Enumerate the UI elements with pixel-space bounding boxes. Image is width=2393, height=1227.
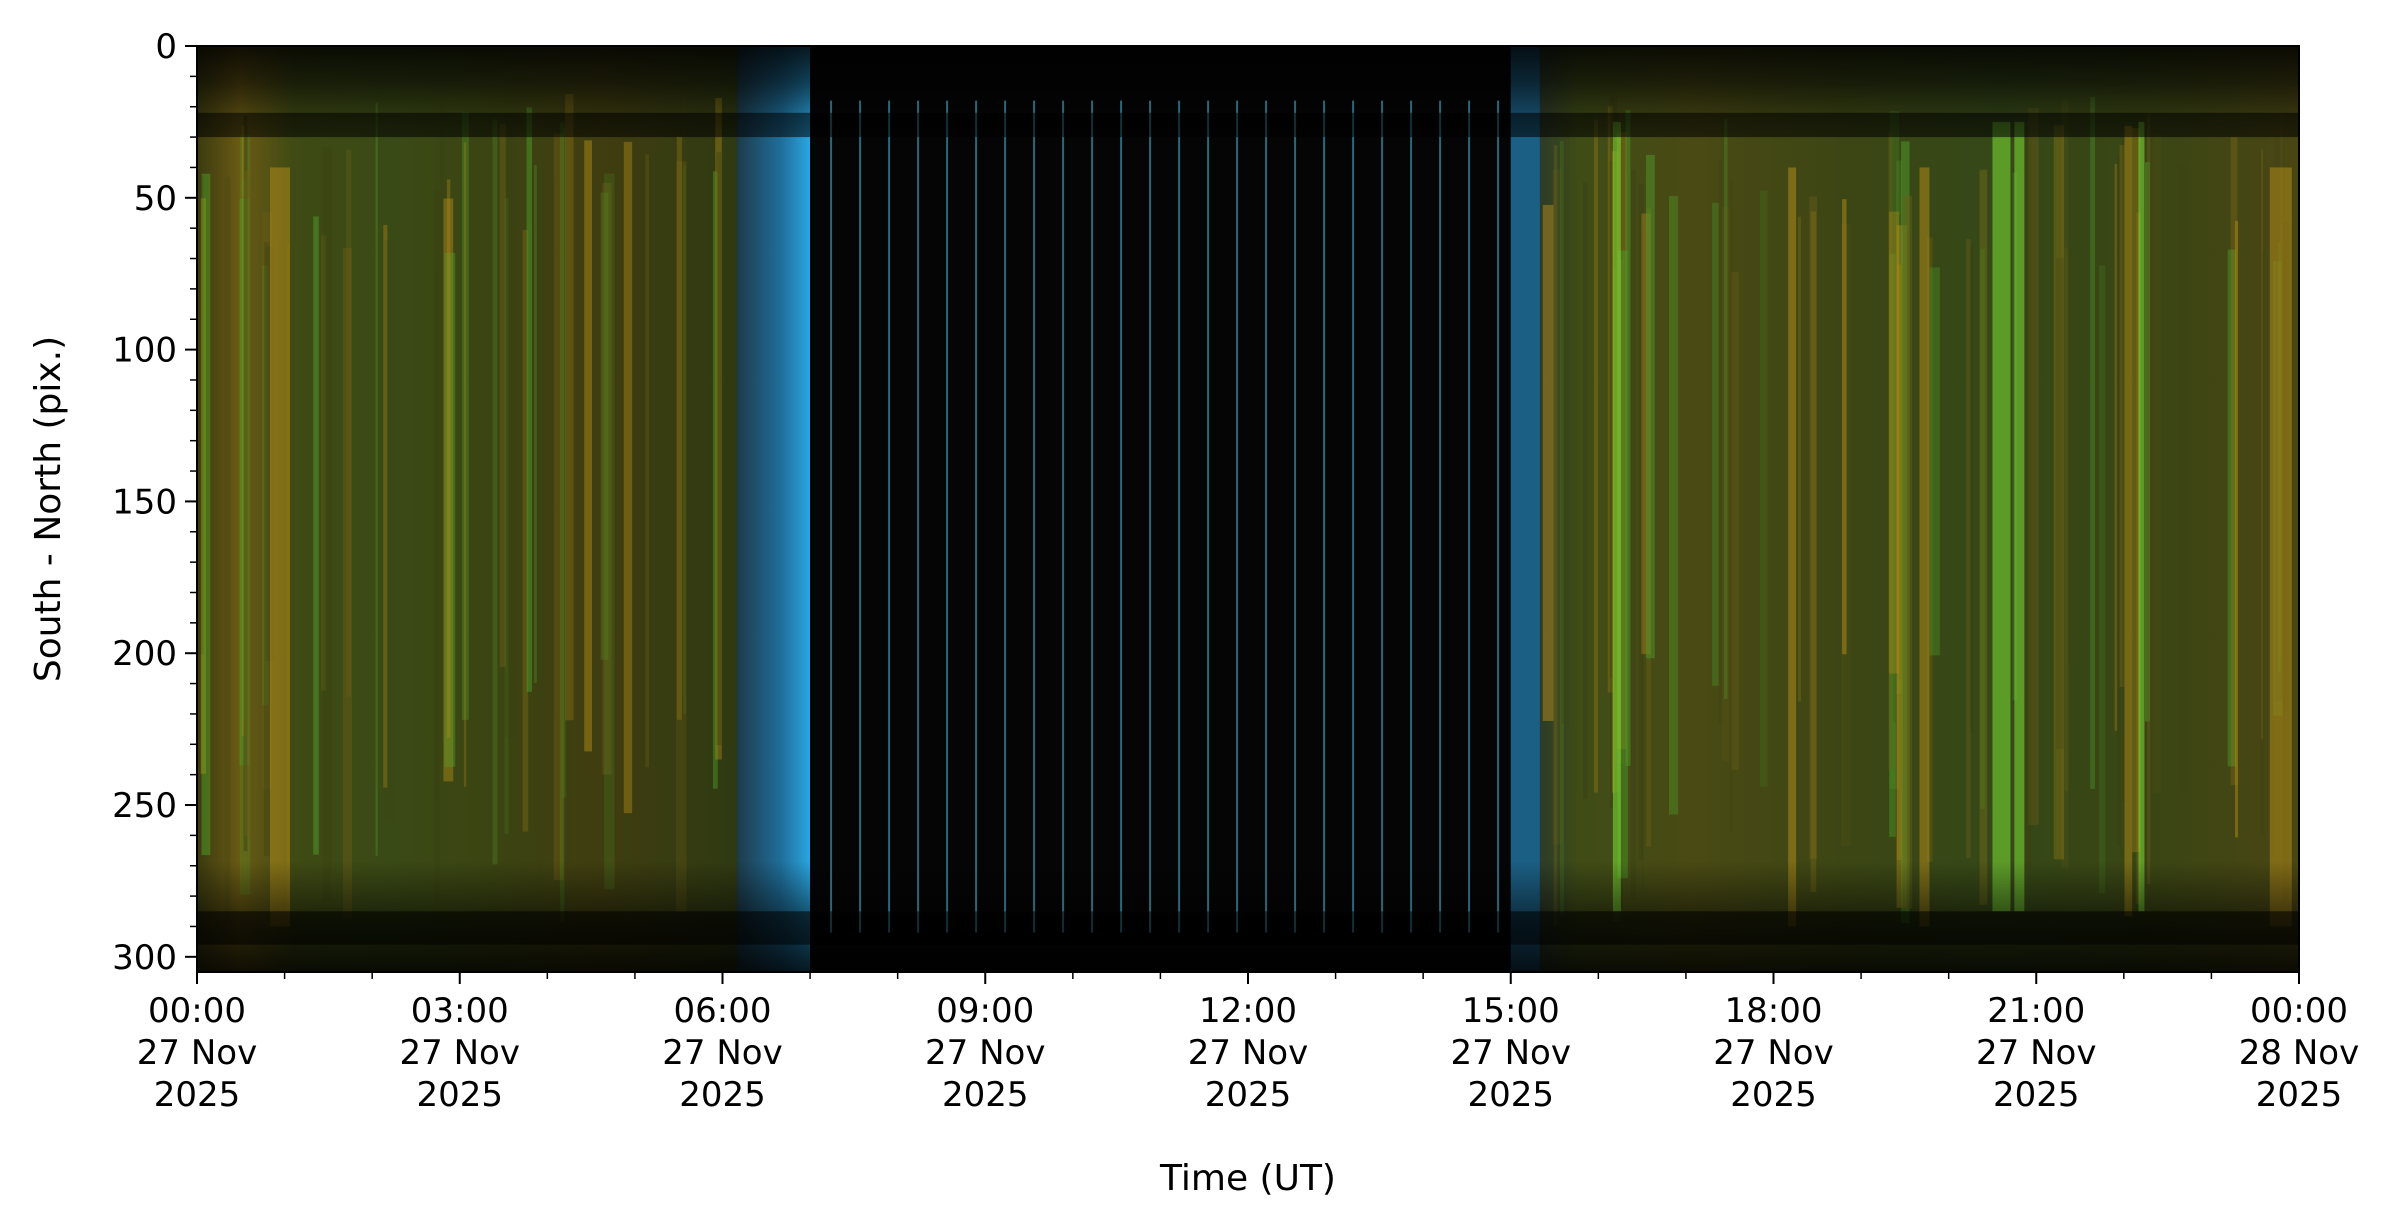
y-tick-label: 0 (155, 27, 177, 67)
daytime-frame-line (830, 100, 833, 933)
y-tick-label: 100 (112, 331, 177, 371)
daytime-frame-line (975, 100, 978, 933)
daytime-frame-line (1120, 100, 1123, 933)
daytime-frame-line (1236, 100, 1239, 933)
daytime-frame-line (1381, 100, 1384, 933)
x-tick-label: 03:00 27 Nov 2025 (400, 991, 520, 1115)
y-tick-label: 50 (134, 179, 177, 219)
daytime-frame-line (917, 100, 920, 933)
daytime-frame-line (1178, 100, 1181, 933)
x-tick-label: 21:00 27 Nov 2025 (1976, 991, 2096, 1115)
daytime-frame-line (1091, 100, 1094, 933)
daytime-frame-line (1033, 100, 1036, 933)
daytime-frame-line (1410, 100, 1413, 933)
daytime-frame-line (1468, 100, 1471, 933)
keogram-image (197, 46, 2299, 972)
daytime-frame-line (1352, 100, 1355, 933)
daytime-frame-line (859, 100, 862, 933)
y-axis-label: South - North (pix.) (28, 336, 69, 682)
x-tick-label: 15:00 27 Nov 2025 (1451, 991, 1571, 1115)
x-axis: 00:00 27 Nov 2025 03:00 27 Nov 2025 06:00 27 No… (137, 972, 2359, 1115)
x-tick-label: 12:00 27 Nov 2025 (1188, 991, 1308, 1115)
daytime-frame-line (1439, 100, 1442, 933)
x-tick-label: 00:00 27 Nov 2025 (137, 991, 257, 1115)
horizon-fade-overlay (197, 46, 2299, 972)
x-axis-label: Time (UT) (1159, 1158, 1336, 1199)
x-tick-label: 09:00 27 Nov 2025 (925, 991, 1045, 1115)
daytime-frame-line (1004, 100, 1007, 933)
x-tick-label: 00:00 28 Nov 2025 (2239, 991, 2359, 1115)
daytime-frame-line (1207, 100, 1210, 933)
daytime-frame-line (946, 100, 949, 933)
daytime-frame-line (888, 100, 891, 933)
y-tick-label: 300 (112, 938, 177, 978)
daytime-frame-line (1062, 100, 1065, 933)
horizon-band (197, 112, 2299, 138)
daytime-frame-line (1149, 100, 1152, 933)
y-tick-label: 200 (112, 634, 177, 674)
y-tick-label: 250 (112, 786, 177, 826)
y-axis: 0 50 100 150 200 250 300 (112, 27, 197, 978)
horizon-band (197, 911, 2299, 945)
daytime-frame-line (1323, 100, 1326, 933)
y-tick-label: 150 (112, 482, 177, 522)
daytime-frame-line (1265, 100, 1268, 933)
daytime-frame-line (1294, 100, 1297, 933)
x-tick-label: 18:00 27 Nov 2025 (1713, 991, 1833, 1115)
daytime-frame-line (1497, 100, 1500, 933)
x-tick-label: 06:00 27 Nov 2025 (662, 991, 782, 1115)
